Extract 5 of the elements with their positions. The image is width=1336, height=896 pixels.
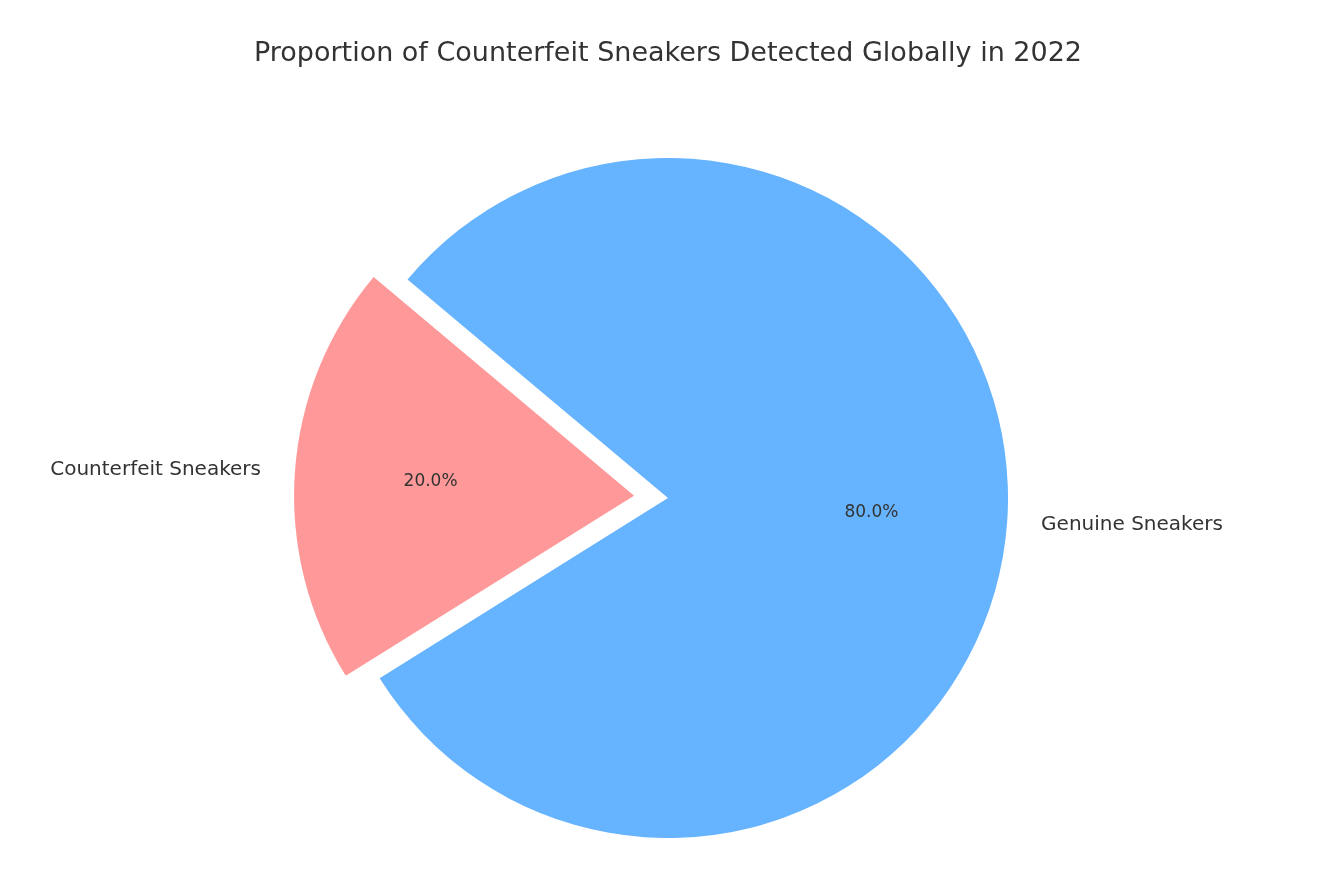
chart-title: Proportion of Counterfeit Sneakers Detected Globally in 2022 [253, 36, 1083, 67]
data-label: 80.0% [844, 501, 899, 522]
data-label: 20.0% [403, 470, 458, 491]
slice-label: Counterfeit Sneakers [50, 456, 261, 481]
slice-label: Genuine Sneakers [1041, 510, 1223, 535]
